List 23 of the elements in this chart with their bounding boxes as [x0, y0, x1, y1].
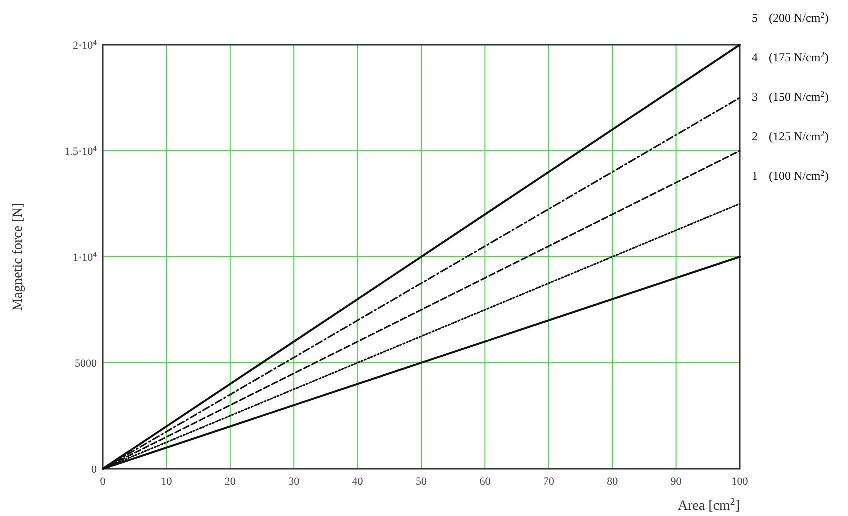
text: 4 (175 N/cm$^{2}$) [752, 50, 829, 64]
y-tick-label: 0 [92, 464, 98, 476]
x-axis-title: Area [cm$^{2}$] [678, 496, 740, 514]
y-tick-label: 2·10$^{4}$ [72, 38, 98, 52]
x-tick-label: 0 [100, 476, 106, 488]
x-tick-label: 70 [543, 476, 555, 488]
text: 2 (125 N/cm$^{2}$) [752, 129, 829, 144]
text: 3 (150 N/cm$^{2}$) [752, 90, 829, 104]
x-tick-label: 20 [224, 476, 236, 488]
series-label: 5 (200 N/cm$^{2}$) [752, 10, 829, 25]
x-tick-label: 90 [670, 476, 682, 488]
y-tick-label: 1.5·10$^{4}$ [64, 144, 98, 158]
x-tick-label: 40 [352, 476, 364, 488]
y-tick-label: 1·10$^{4}$ [72, 250, 98, 264]
x-tick-label: 50 [416, 476, 428, 488]
y-axis-title: Magnetic force [N] [11, 202, 26, 312]
x-tick-label: 100 [732, 476, 749, 488]
text: 1 (100 N/cm$^{2}$) [752, 168, 829, 183]
y-tick-label: 5000 [75, 358, 98, 370]
x-tick-label: 60 [480, 476, 492, 488]
x-tick-label: 30 [288, 476, 300, 488]
x-tick-label: 80 [607, 476, 619, 488]
x-tick-label: 10 [161, 476, 173, 488]
